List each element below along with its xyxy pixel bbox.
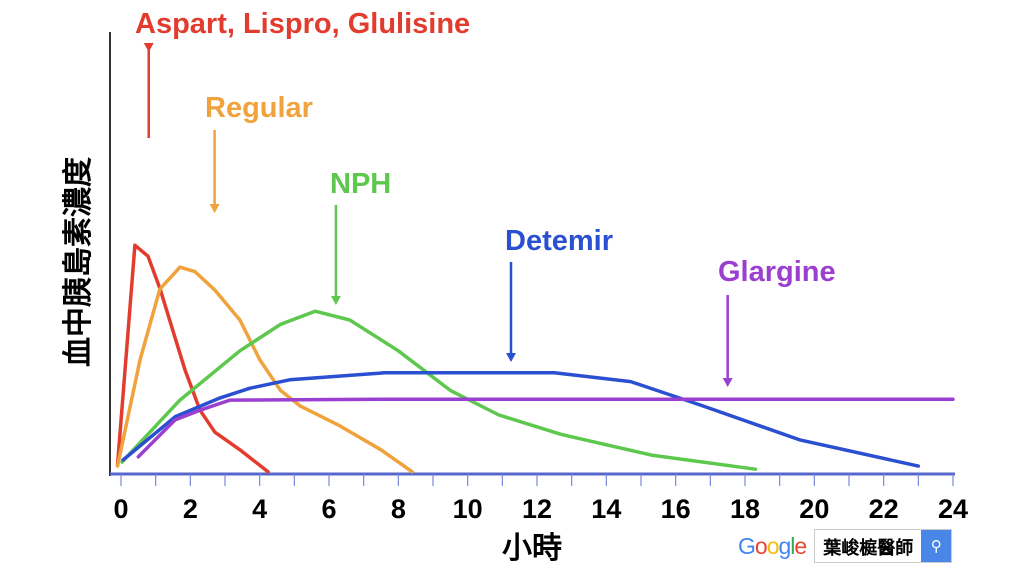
x-tick-label: 14 [591, 494, 621, 524]
x-tick-label: 12 [522, 494, 552, 524]
series-line-2 [120, 309, 758, 471]
arrow-head-icon [143, 43, 154, 52]
x-tick-label: 16 [661, 494, 691, 524]
x-tick-label: 4 [252, 494, 267, 524]
series-line-4 [136, 397, 955, 459]
series-label: Regular [205, 92, 313, 124]
series-line-0 [115, 243, 270, 474]
series-label: Aspart, Lispro, Glulisine [135, 8, 470, 40]
x-tick-label: 2 [183, 494, 198, 524]
series-line-3 [121, 371, 921, 468]
search-box: 葉峻榳醫師 ⚲ [814, 529, 953, 563]
google-search-badge: Google 葉峻榳醫師 ⚲ [738, 529, 953, 563]
x-tick-label: 10 [453, 494, 483, 524]
arrow-head-icon [506, 353, 516, 362]
x-tick-label: 18 [730, 494, 760, 524]
x-tick-label: 20 [799, 494, 829, 524]
x-tick-label: 6 [321, 494, 336, 524]
arrow-head-icon [330, 296, 341, 305]
google-logo: Google [738, 532, 807, 559]
series-label: Detemir [505, 225, 613, 257]
x-tick-label: 0 [113, 494, 128, 524]
search-text: 葉峻榳醫師 [823, 538, 914, 559]
series-line-1 [115, 265, 414, 474]
x-tick-label: 22 [869, 494, 899, 524]
x-tick-label: 24 [938, 494, 968, 524]
search-icon: ⚲ [921, 530, 952, 562]
y-axis-label: 血中胰島素濃度 [61, 157, 96, 367]
arrow-head-icon [209, 204, 220, 213]
arrow-head-icon [722, 378, 733, 387]
series-label: Glargine [718, 256, 836, 288]
series-label: NPH [330, 168, 391, 200]
x-axis-label: 小時 [502, 531, 562, 566]
x-tick-label: 8 [391, 494, 406, 524]
